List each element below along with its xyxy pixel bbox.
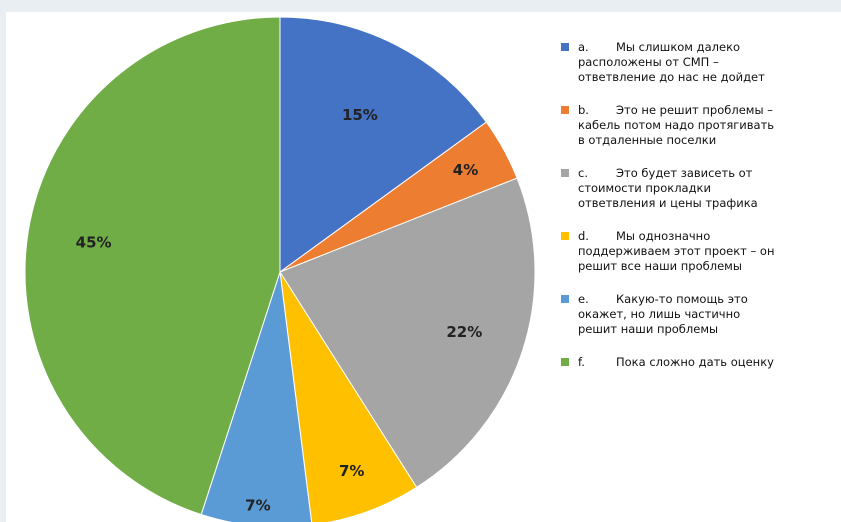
pie-slice-e bbox=[200, 271, 313, 522]
legend-line: a. Мы слишком далеко bbox=[578, 40, 841, 55]
data-label-d: 7% bbox=[339, 462, 364, 480]
legend-letter: f. bbox=[578, 355, 585, 369]
legend-line: f. Пока сложно дать оценку bbox=[578, 355, 841, 370]
legend-line: поддерживаем этот проект – он bbox=[578, 244, 775, 258]
legend-line: решит все наши проблемы bbox=[578, 259, 742, 273]
legend-swatch bbox=[561, 106, 569, 114]
legend-text: Это будет зависеть от bbox=[616, 166, 753, 180]
legend-line: ответвления и цены трафика bbox=[578, 196, 758, 210]
legend-line: d. Мы однозначно bbox=[578, 229, 841, 244]
legend-line: в отдаленные поселки bbox=[578, 133, 717, 147]
legend-line: e. Какую-то помощь это bbox=[578, 292, 841, 307]
legend-item-d: d. Мы однозначно поддерживаем этот проект … bbox=[561, 229, 841, 274]
legend-item-f: f. Пока сложно дать оценку bbox=[561, 355, 841, 370]
legend-item-e: e. Какую-то помощь это окажет, но лишь час… bbox=[561, 292, 841, 337]
legend-letter: c. bbox=[578, 166, 588, 180]
data-label-f: 45% bbox=[76, 234, 112, 252]
legend-line: расположены от СМП – bbox=[578, 55, 719, 69]
data-label-a: 15% bbox=[342, 106, 378, 124]
legend-swatch bbox=[561, 232, 569, 240]
legend-line: b. Это не решит проблемы – bbox=[578, 103, 841, 118]
data-label-e: 7% bbox=[245, 497, 270, 515]
chart-legend: a. Мы слишком далеко расположены от СМП – о… bbox=[561, 40, 841, 370]
pie-slice-f bbox=[24, 16, 281, 516]
legend-text: Мы однозначно bbox=[616, 229, 711, 243]
legend-letter: d. bbox=[578, 229, 589, 243]
pie-slice-c bbox=[279, 177, 536, 488]
pie-slice-d bbox=[279, 271, 418, 522]
pie-slice-a bbox=[279, 16, 487, 273]
legend-swatch bbox=[561, 295, 569, 303]
legend-letter: e. bbox=[578, 292, 589, 306]
legend-swatch bbox=[561, 43, 569, 51]
legend-line: стоимости прокладки bbox=[578, 181, 711, 195]
legend-line: кабель потом надо протягивать bbox=[578, 118, 775, 132]
legend-swatch bbox=[561, 169, 569, 177]
legend-line: окажет, но лишь частично bbox=[578, 307, 741, 321]
data-label-b: 4% bbox=[453, 161, 478, 179]
legend-text: Пока сложно дать оценку bbox=[616, 355, 774, 369]
legend-text: Это не решит проблемы – bbox=[616, 103, 773, 117]
legend-line: ответвление до нас не дойдет bbox=[578, 70, 765, 84]
legend-item-b: b. Это не решит проблемы – кабель потом на… bbox=[561, 103, 841, 148]
chart-panel: 15% 4% 22% 7% 7% 45% a. Мы слишком далеко распо… bbox=[6, 12, 841, 522]
legend-text: Мы слишком далеко bbox=[616, 40, 741, 54]
legend-swatch bbox=[561, 358, 569, 366]
legend-item-c: c. Это будет зависеть от стоимости проклад… bbox=[561, 166, 841, 211]
pie-chart: 15% 4% 22% 7% 7% 45% bbox=[24, 16, 536, 522]
legend-letter: a. bbox=[578, 40, 589, 54]
legend-item-a: a. Мы слишком далеко расположены от СМП – о… bbox=[561, 40, 841, 85]
legend-line: c. Это будет зависеть от bbox=[578, 166, 841, 181]
data-label-c: 22% bbox=[446, 323, 482, 341]
legend-letter: b. bbox=[578, 103, 589, 117]
legend-text: Какую-то помощь это bbox=[616, 292, 748, 306]
legend-line: решит наши проблемы bbox=[578, 322, 719, 336]
